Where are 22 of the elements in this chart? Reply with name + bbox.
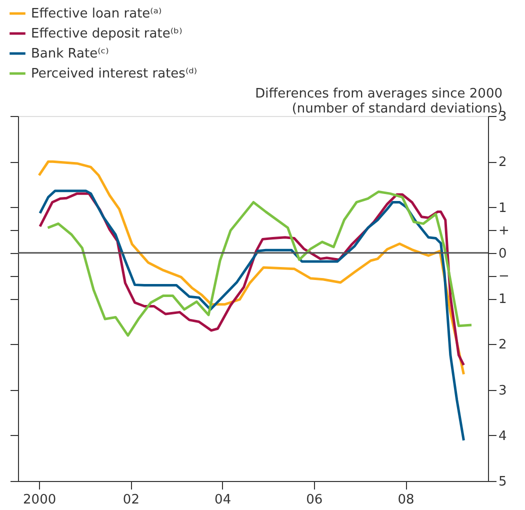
x-tick-label: 04: [214, 492, 232, 508]
legend-label: Effective loan rate⁽ᵃ⁾: [31, 6, 162, 22]
y-tick-label: 2: [498, 338, 507, 353]
line-series: [38, 190, 465, 442]
legend-label: Perceived interest rates⁽ᵈ⁾: [31, 66, 198, 82]
y-axis-title: Differences from averages since 2000 (number of standard deviations): [255, 86, 502, 116]
y-tick-label: 2: [498, 155, 507, 170]
legend-label: Bank Rate⁽ᶜ⁾: [31, 46, 109, 62]
x-tick-label: 08: [398, 492, 414, 508]
legend-label: Effective deposit rate⁽ᵇ⁾: [31, 26, 182, 42]
y-tick-label: 3: [498, 383, 507, 398]
line-series: [46, 190, 473, 337]
y-tick-label: 4: [498, 428, 507, 444]
x-tick-label: 2000: [23, 492, 56, 508]
y-tick-label: 1: [498, 200, 507, 216]
y-tick-label: 0: [498, 246, 507, 262]
y-tick-label: +: [498, 224, 510, 239]
y-tick-label: 5: [498, 474, 507, 490]
y-tick-label: 1: [498, 292, 507, 307]
x-tick-label: 02: [122, 492, 140, 508]
x-tick-label: 06: [306, 492, 323, 508]
y-tick-label: −: [498, 269, 510, 284]
